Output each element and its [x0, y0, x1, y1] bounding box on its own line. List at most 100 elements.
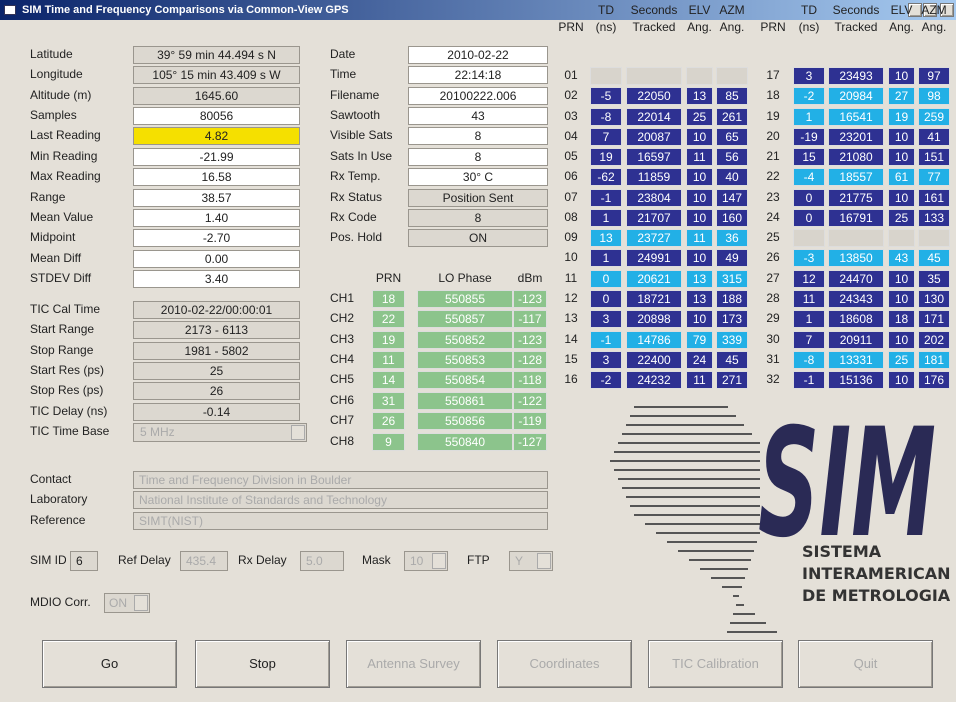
- prn-label: 17: [766, 68, 780, 82]
- satellite-value: 21080: [828, 148, 884, 167]
- channel-value: 550854: [417, 371, 513, 390]
- satellite-value: 40: [716, 168, 748, 187]
- channel-value: -117: [513, 310, 547, 329]
- column-header: Tracked: [632, 20, 676, 34]
- prn-label: 12: [564, 290, 578, 305]
- channel-value: -118: [513, 371, 547, 390]
- minimize-button[interactable]: [908, 3, 922, 17]
- satellite-value: 0: [793, 188, 825, 207]
- channel-value: 9: [372, 432, 405, 451]
- satellite-value: 18721: [626, 289, 682, 308]
- satellite-value: 3: [590, 310, 622, 329]
- field-value: 2010-02-22/00:00:01: [133, 301, 300, 319]
- satellite-value: 35: [918, 269, 950, 288]
- setting-label: FTP: [467, 553, 490, 567]
- satellite-value: 10: [888, 148, 915, 167]
- maximize-button[interactable]: [923, 3, 937, 17]
- empty-cell: [626, 67, 682, 85]
- field-value: 1645.60: [133, 86, 300, 105]
- channel-value: 550861: [417, 391, 513, 410]
- satellite-value: 22400: [626, 350, 682, 369]
- satellite-value: 36: [716, 229, 748, 248]
- satellite-value: 10: [686, 310, 713, 329]
- satellite-value: 18: [888, 310, 915, 329]
- field-label: Altitude (m): [30, 87, 92, 102]
- button: Antenna Survey: [346, 640, 481, 688]
- channel-label: CH2: [330, 311, 355, 326]
- field-label: STDEV Diff: [30, 270, 92, 285]
- satellite-value: 21775: [828, 188, 884, 207]
- dropdown[interactable]: Y: [509, 551, 553, 571]
- satellite-value: -8: [793, 350, 825, 369]
- dropdown[interactable]: 10: [404, 551, 448, 571]
- field-label: Date: [330, 47, 356, 61]
- channel-value: 550853: [417, 351, 513, 370]
- satellite-value: 10: [686, 208, 713, 227]
- column-header: LO Phase: [438, 271, 492, 285]
- satellite-value: 13: [590, 229, 622, 248]
- field-value: -2.70: [133, 229, 300, 248]
- dropdown[interactable]: ON: [104, 593, 150, 613]
- satellite-value: 16541: [828, 107, 884, 126]
- column-header: Ang.: [921, 20, 947, 34]
- field-label: Pos. Hold: [330, 230, 383, 245]
- setting-label: Rx Delay: [238, 553, 287, 567]
- satellite-value: 85: [716, 87, 748, 106]
- prn-label: 22: [766, 169, 780, 184]
- channel-label: CH4: [330, 352, 355, 367]
- column-header: dBm: [517, 271, 543, 285]
- satellite-value: 10: [888, 289, 915, 308]
- column-header: AZM: [719, 3, 745, 17]
- satellite-value: 1: [793, 107, 825, 126]
- dropdown-arrow[interactable]: [537, 553, 551, 569]
- satellite-value: 18608: [828, 310, 884, 329]
- satellite-value: 1: [590, 208, 622, 227]
- channel-value: 11: [372, 351, 405, 370]
- channel-value: 26: [372, 412, 405, 431]
- satellite-value: 10: [686, 168, 713, 187]
- satellite-value: 45: [918, 249, 950, 268]
- satellite-value: 11: [793, 289, 825, 308]
- satellite-value: 173: [716, 310, 748, 329]
- satellite-value: 3: [793, 67, 825, 85]
- channel-value: 19: [372, 330, 405, 349]
- dropdown[interactable]: 5 MHz: [133, 423, 307, 443]
- satellite-value: 259: [918, 107, 950, 126]
- channel-label: CH7: [330, 413, 355, 428]
- dropdown-arrow[interactable]: [134, 595, 148, 611]
- satellite-value: 151: [918, 148, 950, 167]
- satellite-value: -2: [590, 371, 622, 390]
- field-value: 26: [133, 382, 300, 401]
- prn-label: 06: [564, 169, 578, 184]
- button[interactable]: Go: [42, 640, 177, 688]
- field-value: 25: [133, 362, 300, 381]
- column-header: (ns): [595, 20, 617, 34]
- channel-value: 550852: [417, 330, 513, 349]
- column-header: ELV: [890, 3, 913, 17]
- prn-label: 32: [766, 372, 780, 387]
- prn-label: 14: [564, 331, 578, 346]
- field-value: 105° 15 min 43.409 s W: [133, 66, 300, 85]
- column-header: Seconds: [832, 3, 880, 17]
- channel-value: 22: [372, 310, 405, 329]
- dropdown-arrow[interactable]: [291, 425, 305, 441]
- satellite-value: 22014: [626, 107, 682, 126]
- satellite-value: 161: [918, 188, 950, 207]
- setting-value: 5.0: [300, 551, 344, 571]
- button: Coordinates: [497, 640, 632, 688]
- field-value: 39° 59 min 44.494 s N: [133, 46, 300, 64]
- setting-label: Ref Delay: [118, 553, 171, 567]
- button[interactable]: Stop: [195, 640, 330, 688]
- close-button[interactable]: [940, 3, 954, 17]
- logo-mark: SIM: [758, 397, 936, 571]
- dropdown-arrow[interactable]: [432, 553, 446, 569]
- column-header: PRN: [375, 271, 402, 285]
- prn-label: 15: [564, 351, 578, 366]
- satellite-value: 15: [793, 148, 825, 167]
- setting-label: SIM ID: [30, 553, 66, 567]
- satellite-value: 0: [590, 269, 622, 288]
- satellite-value: 22050: [626, 87, 682, 106]
- satellite-value: -1: [793, 371, 825, 390]
- satellite-value: 171: [918, 310, 950, 329]
